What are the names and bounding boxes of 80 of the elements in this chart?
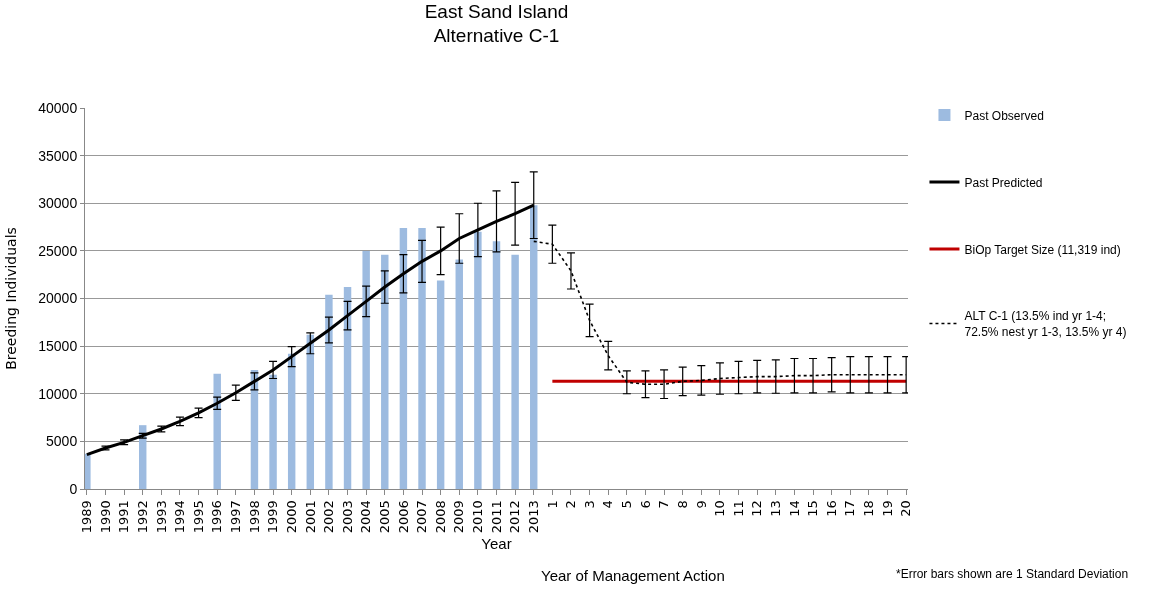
x-tick-label: 9 xyxy=(693,500,709,509)
bar xyxy=(325,294,333,489)
x-tick-label: 17 xyxy=(842,500,858,517)
x-tick-label: 1995 xyxy=(190,500,206,534)
x-tick-label: 6 xyxy=(637,500,653,509)
x-tick-label: 1992 xyxy=(134,500,150,534)
legend-label: Past Observed xyxy=(964,108,1044,123)
x-tick-label: 5 xyxy=(619,500,635,509)
x-tick-label: 13 xyxy=(768,500,784,517)
x-tick-label: 4 xyxy=(600,500,616,509)
x-tick-label: 3 xyxy=(581,500,597,509)
text: *Error bars shown are 1 Standard Deviation xyxy=(896,567,1129,581)
bar xyxy=(399,228,408,489)
bar xyxy=(474,231,482,489)
x-tick-label: 2006 xyxy=(395,500,411,534)
x-axis-title: Year xyxy=(481,535,512,553)
x-tick-label: 2 xyxy=(563,500,579,509)
y-tick-label: 0 xyxy=(69,480,78,497)
x-tick-label: 2001 xyxy=(302,500,318,534)
text: Year of Management Action xyxy=(541,567,725,584)
x-tick-label: 11 xyxy=(730,500,746,517)
legend-label: BiOp Target Size (11,319 ind) xyxy=(964,242,1121,257)
chart-title: East Sand Island xyxy=(424,0,569,22)
x-tick-label: 12 xyxy=(749,500,765,517)
y-tick-label: 5000 xyxy=(46,433,78,450)
x-tick-label: 1996 xyxy=(209,500,225,534)
y-tick-label: 35000 xyxy=(38,147,78,164)
x-tick-label: 2013 xyxy=(525,500,541,534)
x-tick-label: 2005 xyxy=(377,500,393,534)
chart-subtitle: Alternative C-1 xyxy=(433,25,560,47)
y-tick-label: 15000 xyxy=(38,338,78,355)
x-tick-label: 8 xyxy=(674,500,690,509)
x-tick-label: 2012 xyxy=(507,500,523,534)
bar xyxy=(381,254,389,489)
y-tick-label: 40000 xyxy=(38,99,78,116)
x-tick-label: 2000 xyxy=(283,500,299,534)
bar xyxy=(418,228,426,489)
x-tick-label: 20 xyxy=(898,500,914,517)
x-tick-label: 1989 xyxy=(79,500,95,534)
x-tick-label: 16 xyxy=(823,500,839,517)
bar xyxy=(85,453,91,489)
x-tick-label: 1991 xyxy=(116,500,132,534)
x-tick-label: 1990 xyxy=(97,500,113,534)
legend-label: Past Predicted xyxy=(964,175,1043,190)
x-tick-label: 2003 xyxy=(339,500,355,534)
x-tick-label: 1994 xyxy=(172,500,188,534)
x-tick-label: 15 xyxy=(805,500,821,517)
bar xyxy=(492,241,501,489)
bar xyxy=(362,250,370,489)
x-tick-label: 19 xyxy=(879,500,895,517)
x-tick-label: 1 xyxy=(544,500,560,509)
x-tick-label: 1997 xyxy=(228,500,244,534)
bar xyxy=(511,254,519,489)
x-tick-label: 10 xyxy=(712,500,728,517)
y-tick-label: 10000 xyxy=(38,385,78,402)
x-tick-label: 2010 xyxy=(470,500,486,534)
x-tick-label: 14 xyxy=(786,500,802,517)
x-tick-label: 2007 xyxy=(414,500,430,534)
bar xyxy=(306,334,315,489)
x-tick-label: 1993 xyxy=(153,500,169,534)
x-tick-label: 2011 xyxy=(488,500,504,534)
legend-label: ALT C-1 (13.5% ind yr 1-4; 72.5% nest yr 1-3, 13.5% yr 4) xyxy=(964,309,1127,339)
bar xyxy=(213,373,221,489)
x-tick-label: 2004 xyxy=(358,500,374,534)
y-axis-title: Breeding Individuals xyxy=(2,227,19,370)
bar xyxy=(269,374,277,489)
x-tick-label: 7 xyxy=(656,500,672,509)
y-tick-label: 20000 xyxy=(38,290,78,307)
x-tick-label: 1998 xyxy=(246,500,262,534)
bar xyxy=(287,353,296,489)
y-tick-label: 30000 xyxy=(38,195,78,212)
x-tick-label: 2008 xyxy=(432,500,448,534)
bar xyxy=(455,259,463,489)
x-tick-label: 1999 xyxy=(265,500,281,534)
bar xyxy=(530,205,538,489)
x-tick-label: 2002 xyxy=(321,500,337,534)
bar xyxy=(436,280,445,489)
y-tick-label: 25000 xyxy=(38,242,78,259)
x-tick-label: 18 xyxy=(861,500,877,517)
x-tick-label: 2009 xyxy=(451,500,467,534)
